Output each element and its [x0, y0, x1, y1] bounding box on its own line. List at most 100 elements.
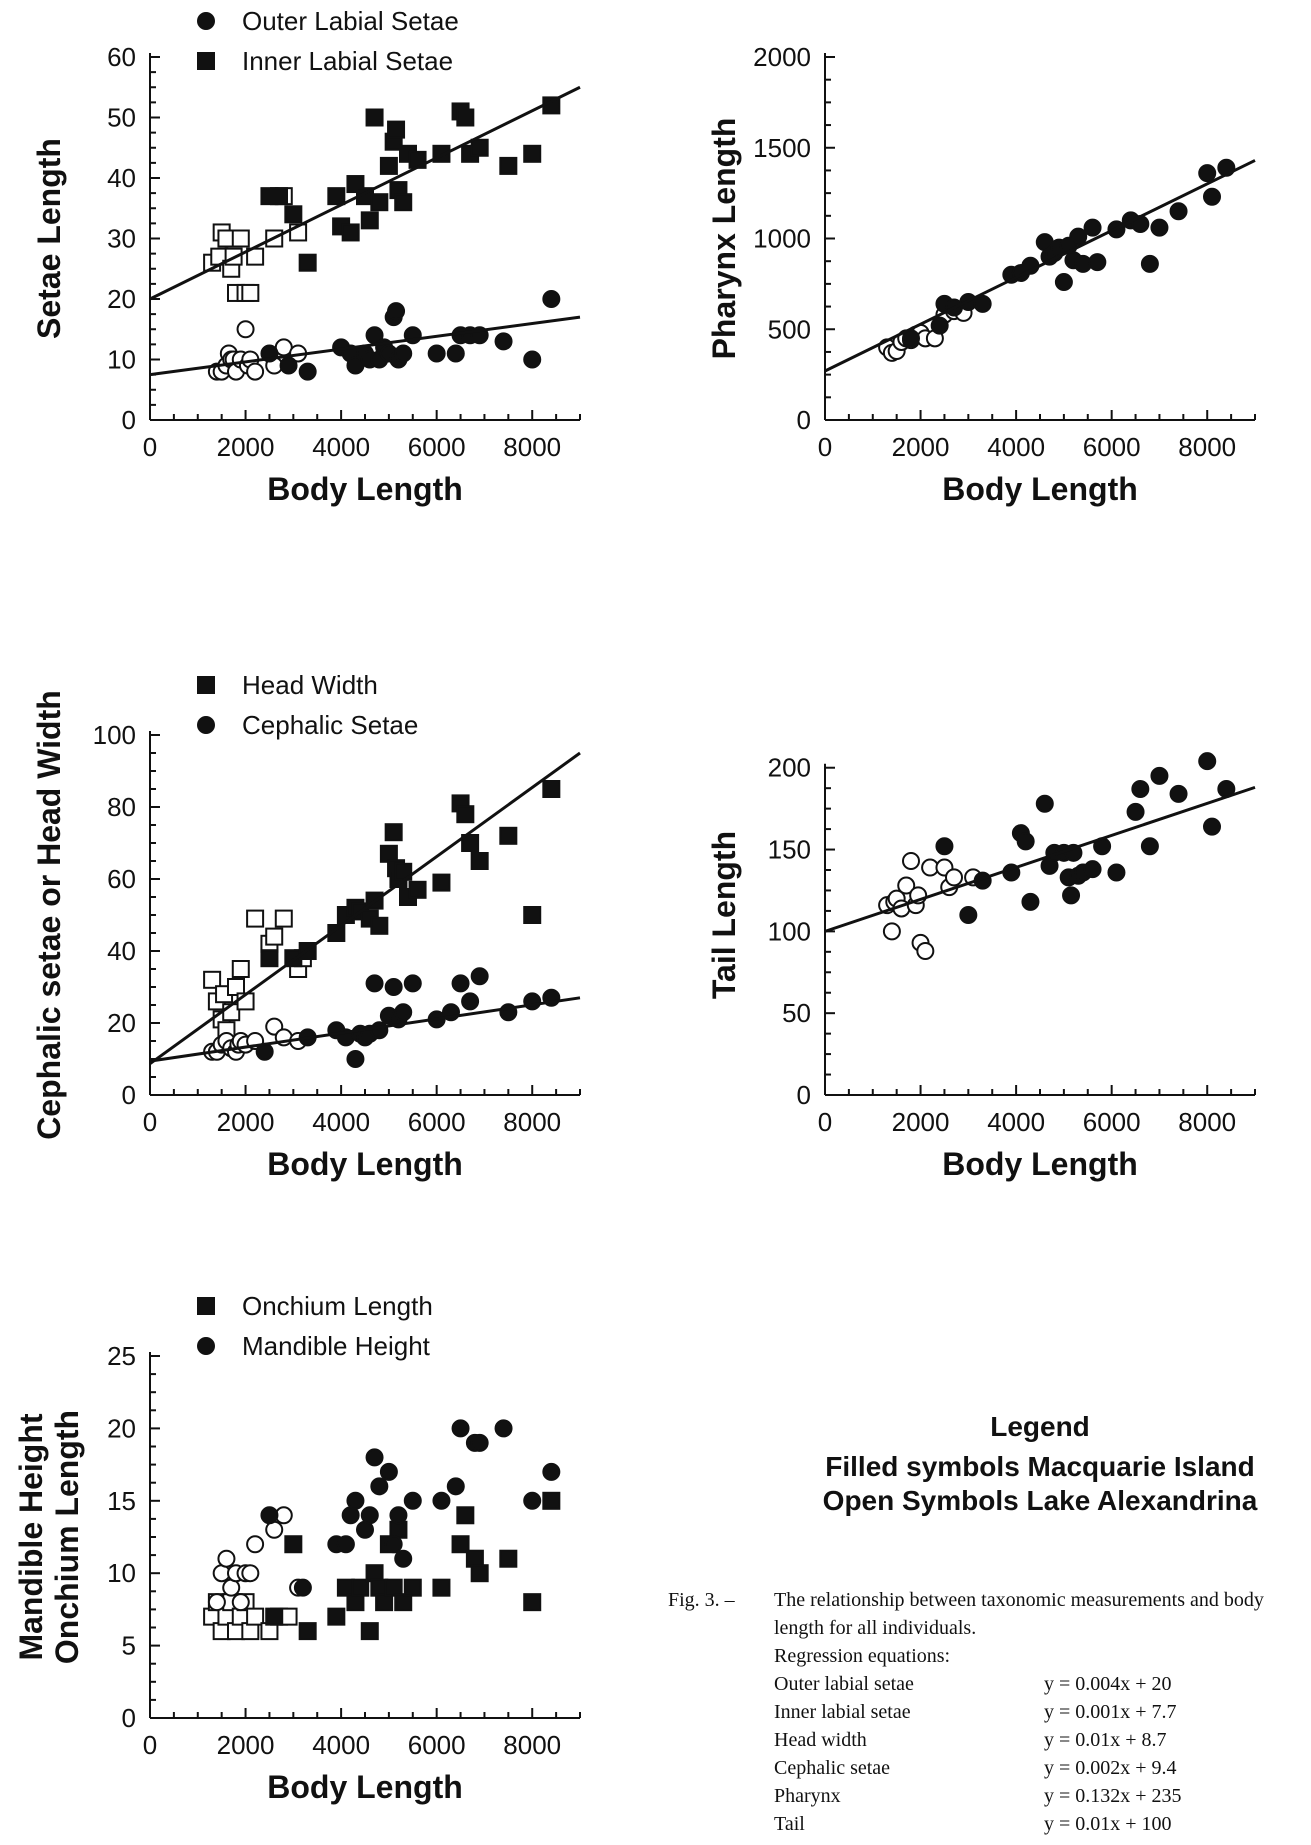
pharynx-length-point-filled	[1203, 187, 1221, 206]
head-width-point-open	[203, 970, 222, 989]
head-width-point-filled	[523, 906, 542, 924]
cephalic-setae-regression-line	[149, 996, 581, 1063]
y-tick-label: 30	[107, 224, 136, 254]
cephalic-setae-point-filled	[451, 974, 470, 993]
y-tick-label: 15	[107, 1486, 136, 1516]
inner-labial-setae-point-filled	[370, 193, 389, 212]
inner-labial-setae-regression-line	[149, 85, 581, 301]
pharynx-length-point-filled	[1083, 218, 1102, 237]
x-tick-label: 4000	[987, 432, 1045, 462]
legend-open-symbols: Open Symbols Lake Alexandrina	[822, 1485, 1258, 1516]
x-tick-label: 6000	[1083, 1107, 1141, 1137]
legend-label: Outer Labial Setae	[242, 6, 459, 36]
onchium-length-point-filled	[360, 1622, 379, 1641]
head-width-point-filled	[260, 949, 279, 968]
y-axis-label: Onchium Length	[49, 1410, 85, 1664]
equation-value: y = 0.132x + 235	[1044, 1785, 1182, 1807]
x-tick-label: 8000	[503, 1107, 561, 1137]
x-tick-label: 0	[143, 1730, 157, 1760]
y-tick-label: 25	[107, 1341, 136, 1371]
equation-row: Head width y = 0.01x + 8.7	[774, 1726, 1308, 1754]
inner-labial-setae-point-filled	[284, 205, 303, 224]
y-tick-label: 20	[107, 284, 136, 314]
chart-pharynx-length: 0 2000 4000 6000 8000 0 500 1000 1500 2000 Body Le…	[706, 42, 1256, 507]
y-tick-label: 500	[768, 314, 811, 344]
tail-length-point-filled	[1140, 837, 1159, 856]
y-tick-label: 20	[107, 1008, 136, 1038]
tail-length-point-filled	[1021, 892, 1040, 911]
mandible-height-point-filled	[260, 1506, 279, 1525]
y-tick-label: 0	[797, 1080, 811, 1110]
legend-square-marker	[197, 676, 215, 694]
y-axis-label: Tail Length	[706, 831, 742, 999]
y-tick-label: 50	[107, 103, 136, 133]
pharynx-length-point-filled	[1169, 202, 1188, 221]
x-tick-label: 6000	[408, 1730, 466, 1760]
x-tick-label: 0	[143, 432, 157, 462]
tail-length-point-open	[916, 942, 935, 960]
mandible-height-point-filled	[370, 1477, 389, 1496]
onchium-length-point-filled	[351, 1578, 370, 1597]
x-tick-label: 2000	[892, 1107, 950, 1137]
pharynx-length-point-filled	[1054, 273, 1073, 292]
equation-name: Outer labial setae	[774, 1673, 914, 1695]
tail-length-point-filled	[1016, 832, 1035, 851]
outer-labial-setae-point-filled	[542, 290, 561, 308]
legend-circle-marker	[197, 716, 215, 734]
tail-length-regression-line	[824, 785, 1256, 933]
equation-list: Outer labial setae y = 0.004x + 20 Inner …	[774, 1670, 1308, 1838]
equation-name: Head width	[774, 1729, 867, 1751]
inner-labial-setae-point-filled	[394, 193, 413, 212]
tail-length-point-open	[897, 876, 916, 895]
y-tick-label: 100	[768, 916, 811, 946]
head-width-regression-line	[149, 751, 581, 1065]
caption-equations-heading: Regression equations:	[774, 1645, 951, 1667]
x-axis-label: Body Length	[942, 471, 1138, 507]
onchium-length-point-filled	[265, 1607, 284, 1626]
head-width-point-filled	[499, 826, 518, 845]
tail-length-point-open	[882, 922, 901, 941]
mandible-height-point-open	[231, 1593, 250, 1612]
outer-labial-setae-point-filled	[494, 332, 513, 351]
head-width-point-filled	[470, 852, 489, 870]
y-axis-label: Setae Length	[31, 138, 67, 339]
x-tick-label: 4000	[987, 1107, 1045, 1137]
onchium-length-point-filled	[327, 1607, 346, 1626]
equation-row: Inner labial setae y = 0.001x + 7.7	[774, 1698, 1308, 1726]
tail-length-point-filled	[959, 906, 978, 924]
tail-length-point-filled	[1126, 802, 1145, 821]
outer-labial-setae-point-filled	[298, 362, 317, 381]
x-tick-label: 6000	[408, 432, 466, 462]
head-width-point-open	[231, 960, 250, 978]
y-tick-label: 60	[107, 864, 136, 894]
x-tick-label: 0	[818, 1107, 832, 1137]
y-axis-label: Cephalic setae or Head Width	[31, 690, 67, 1140]
equation-row: Cephalic setae y = 0.002x + 9.4	[774, 1754, 1308, 1782]
tail-length-point-open	[945, 868, 963, 887]
inner-labial-setae-point-filled	[360, 211, 379, 230]
tail-length-point-filled	[1035, 794, 1054, 813]
mandible-height-point-filled	[336, 1535, 355, 1554]
outer-labial-setae-point-filled	[394, 344, 413, 363]
x-axis-label: Body Length	[267, 471, 463, 507]
x-tick-label: 2000	[217, 1730, 275, 1760]
x-tick-label: 8000	[1178, 432, 1236, 462]
head-width-point-filled	[461, 834, 480, 852]
x-tick-label: 2000	[892, 432, 950, 462]
onchium-length-point-filled	[394, 1593, 413, 1612]
symbol-legend: Legend Filled symbols Macquarie Island O…	[760, 1410, 1311, 1518]
legend-circle-marker	[197, 1337, 215, 1355]
pharynx-length-point-filled	[1198, 164, 1217, 183]
head-width-point-open	[265, 927, 284, 946]
y-tick-label: 40	[107, 936, 136, 966]
cephalic-setae-point-filled	[384, 978, 403, 996]
x-tick-label: 4000	[312, 1730, 370, 1760]
y-tick-label: 200	[768, 753, 811, 783]
mandible-height-point-filled	[346, 1491, 365, 1510]
legend-label: Inner Labial Setae	[242, 46, 453, 76]
mandible-height-point-filled	[403, 1491, 422, 1510]
inner-labial-setae-point-filled	[499, 156, 518, 175]
head-width-point-open	[274, 909, 293, 928]
equation-row: Tail y = 0.01x + 100	[774, 1810, 1308, 1838]
tail-length-point-filled	[1083, 860, 1102, 879]
